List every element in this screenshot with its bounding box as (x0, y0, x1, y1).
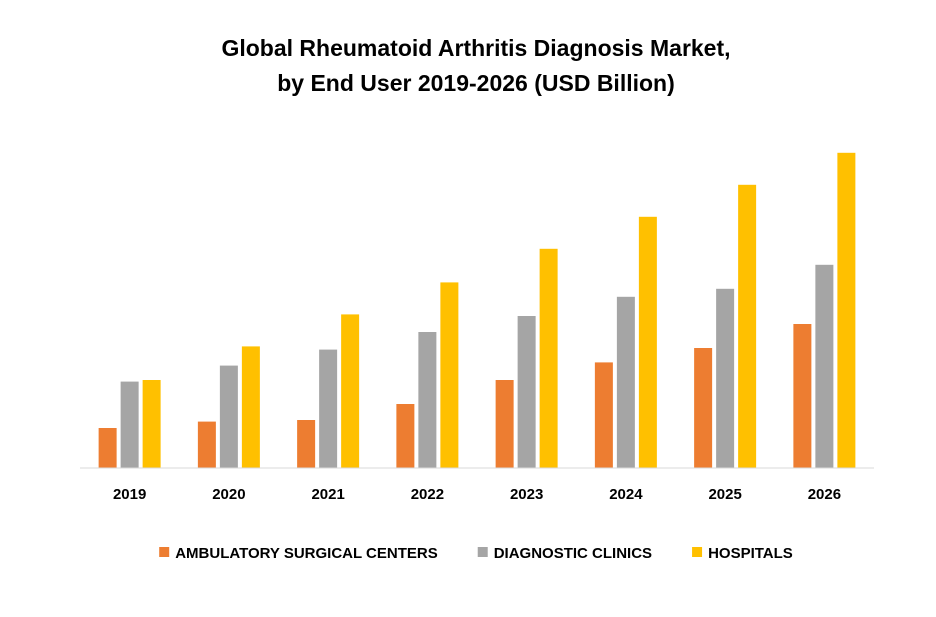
x-tick-label-2020: 2020 (212, 486, 245, 503)
x-tick-label-2021: 2021 (311, 486, 344, 503)
bar-2019-diagnostic-clinics (120, 381, 139, 468)
bar-2021-hospitals (341, 314, 360, 468)
bar-2026-hospitals (837, 152, 856, 469)
bar-2023-diagnostic-clinics (517, 316, 536, 468)
x-tick-label-2023: 2023 (510, 486, 543, 503)
bar-2025-ambulatory-surgical-centers (694, 348, 713, 468)
bar-2024-diagnostic-clinics (616, 296, 635, 468)
bar-2026-diagnostic-clinics (815, 264, 834, 468)
bars-layer (98, 152, 856, 469)
chart-title: Global Rheumatoid Arthritis Diagnosis Ma… (221, 35, 730, 61)
bar-2022-hospitals (440, 282, 459, 468)
x-tick-labels: 2019 2020 2021 2022 2023 2024 2025 2026 (113, 486, 841, 503)
legend-label: AMBULATORY SURGICAL CENTERS (175, 545, 438, 562)
bar-2025-diagnostic-clinics (716, 288, 735, 468)
bar-2026-ambulatory-surgical-centers (793, 324, 812, 468)
bar-2023-ambulatory-surgical-centers (495, 380, 514, 468)
legend-item-diagnostic-clinics: DIAGNOSTIC CLINICS (477, 545, 652, 562)
x-tick-label-2025: 2025 (708, 486, 741, 503)
bar-2025-hospitals (738, 184, 757, 469)
bar-2019-hospitals (142, 380, 161, 468)
legend: AMBULATORY SURGICAL CENTERS DIAGNOSTIC CL… (159, 545, 793, 562)
x-tick-label-2024: 2024 (609, 486, 643, 503)
bar-2021-ambulatory-surgical-centers (297, 420, 316, 468)
bar-2024-hospitals (638, 216, 657, 468)
bar-2020-hospitals (241, 346, 260, 468)
legend-label: HOSPITALS (708, 545, 793, 562)
bar-2021-diagnostic-clinics (319, 349, 338, 468)
legend-swatch (159, 547, 170, 557)
bar-2022-ambulatory-surgical-centers (396, 404, 415, 468)
legend-label: DIAGNOSTIC CLINICS (494, 545, 652, 562)
legend-item-ambulatory-surgical-centers: AMBULATORY SURGICAL CENTERS (159, 545, 438, 562)
x-tick-label-2019: 2019 (113, 486, 146, 503)
bar-2020-ambulatory-surgical-centers (197, 421, 216, 468)
x-tick-label-2022: 2022 (411, 486, 444, 503)
bar-2022-diagnostic-clinics (418, 332, 437, 468)
bar-2019-ambulatory-surgical-centers (98, 428, 117, 468)
bar-2024-ambulatory-surgical-centers (594, 362, 613, 468)
x-tick-label-2026: 2026 (808, 486, 841, 503)
legend-item-hospitals: HOSPITALS (692, 545, 793, 562)
legend-swatch (692, 547, 703, 557)
bar-2023-hospitals (539, 248, 558, 468)
legend-swatch (477, 547, 488, 557)
chart-subtitle: by End User 2019-2026 (USD Billion) (277, 70, 675, 96)
bar-2020-diagnostic-clinics (219, 365, 238, 468)
